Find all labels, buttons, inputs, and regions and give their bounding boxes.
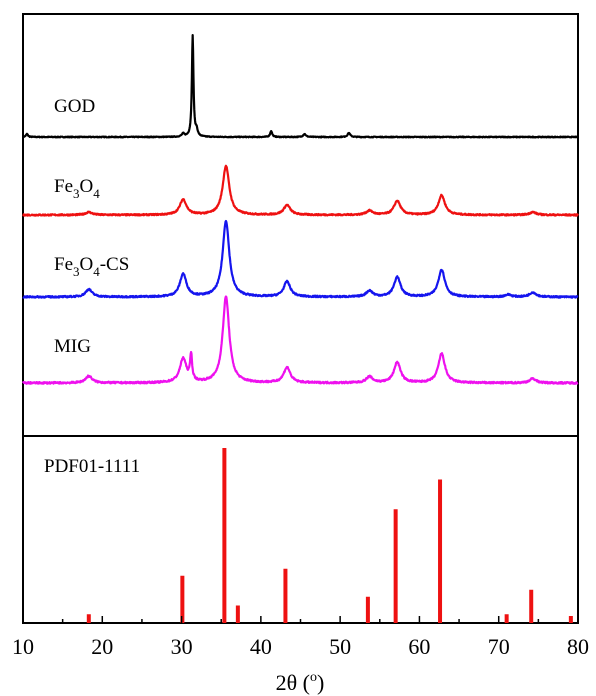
- x-tick-label: 60: [408, 634, 430, 659]
- trace-god: [22, 34, 579, 139]
- x-axis-label-close: ): [317, 670, 324, 695]
- series-labels: GOD Fe3O4 Fe3O4-CS MIG: [54, 96, 129, 357]
- x-tick-label: 30: [171, 634, 193, 659]
- x-tick-label: 10: [12, 634, 34, 659]
- plot-frame: [22, 13, 579, 624]
- x-axis-label-sup: o: [310, 670, 317, 685]
- series-label-fe3o4: Fe3O4: [54, 176, 100, 201]
- pattern-traces: [22, 34, 579, 385]
- series-label-mig: MIG: [54, 336, 91, 357]
- trace-fe3o4: [22, 164, 579, 217]
- x-tick-label: 40: [250, 634, 272, 659]
- series-label-god: GOD: [54, 96, 95, 117]
- x-axis-label-main: 2θ (: [276, 670, 310, 695]
- reference-sticks: [86, 448, 573, 623]
- trace-fe3o4-cs: [22, 219, 579, 299]
- x-tick-label: 50: [329, 634, 351, 659]
- x-axis-ticks: 10 20 30 40 50 60 70 80: [12, 616, 589, 659]
- trace-mig: [22, 295, 579, 385]
- series-label-fe3o4-cs: Fe3O4-CS: [54, 254, 129, 279]
- x-tick-label: 80: [567, 634, 589, 659]
- x-tick-label: 20: [91, 634, 113, 659]
- reference-label: PDF01-1111: [44, 456, 140, 477]
- plot-border: [22, 13, 579, 624]
- x-axis-label: 2θ (o): [276, 670, 325, 695]
- x-tick-label: 70: [488, 634, 510, 659]
